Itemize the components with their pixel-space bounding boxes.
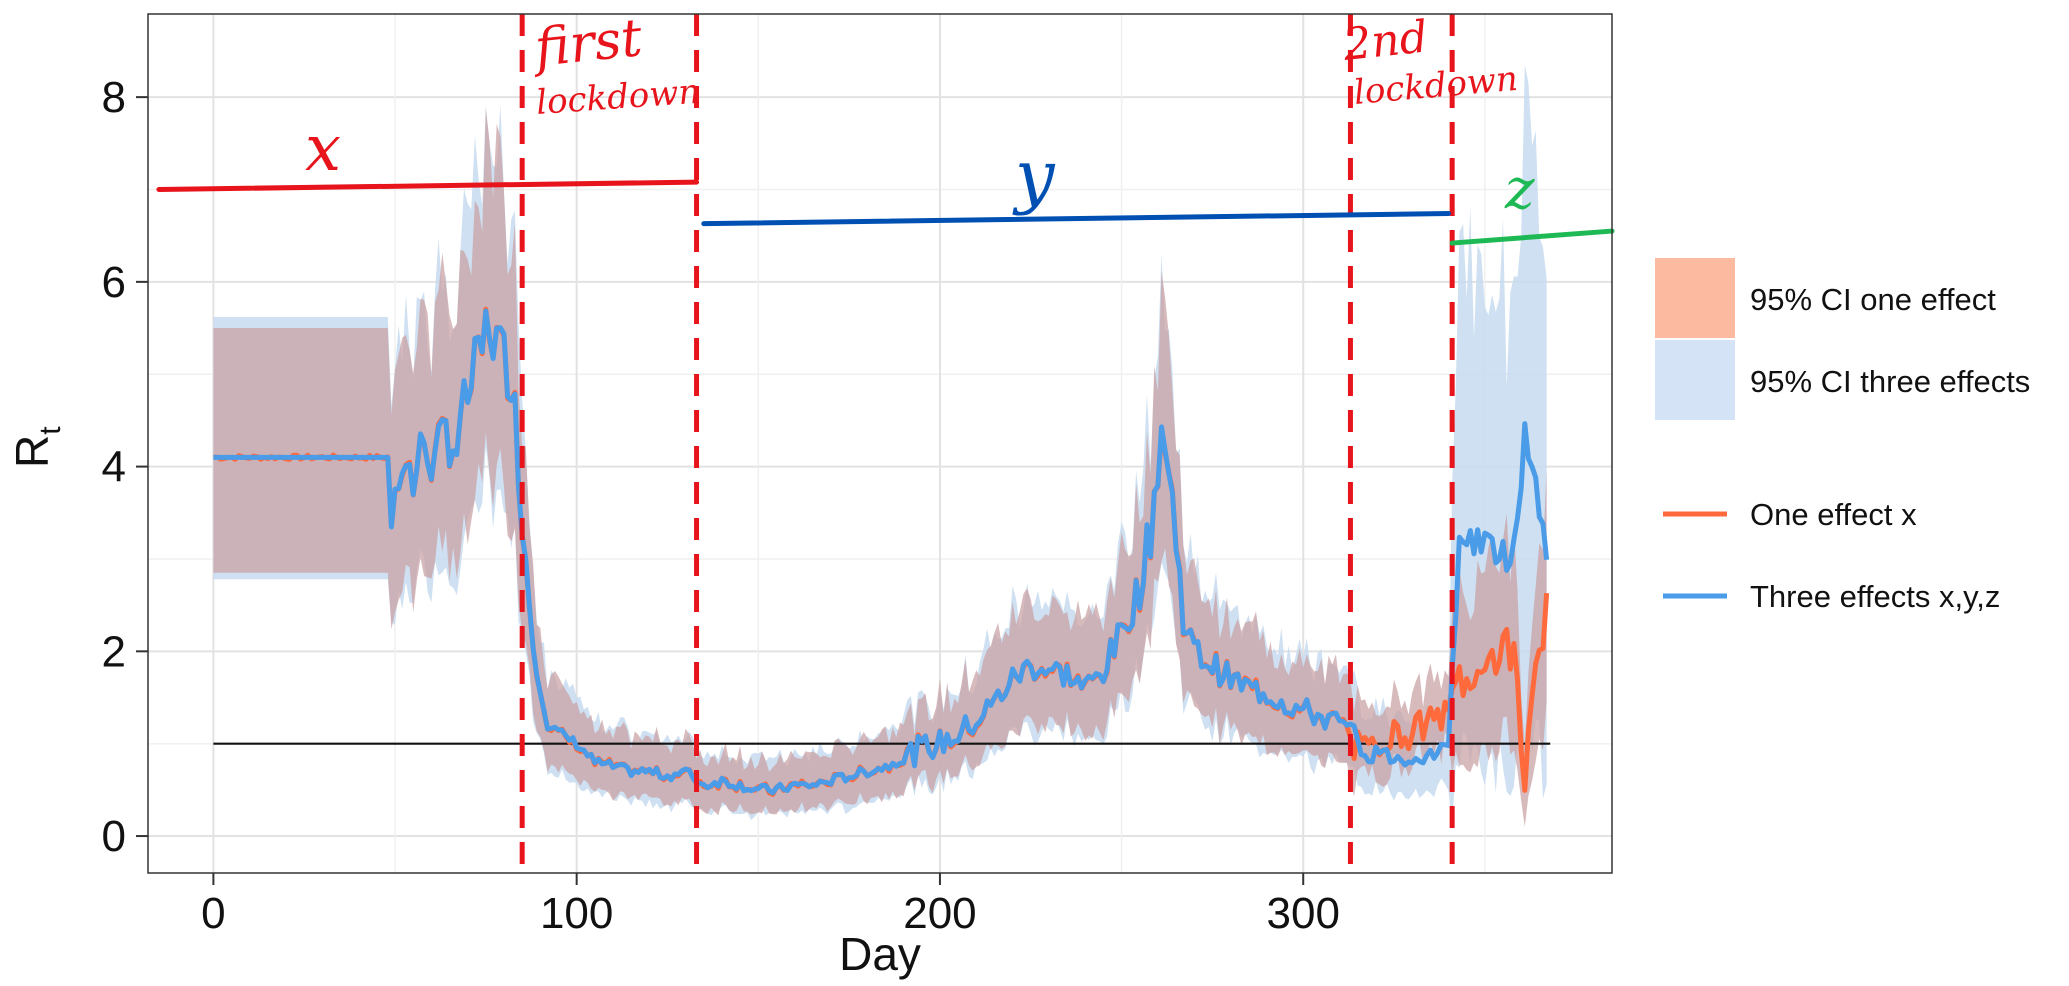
y-tick-label: 0 <box>102 812 126 861</box>
y-tick-label: 2 <box>102 627 126 676</box>
legend-label: Three effects x,y,z <box>1750 579 2000 614</box>
panel-border <box>147 13 1613 874</box>
ci-bands <box>213 65 1547 827</box>
legend-swatch-band <box>1655 258 1735 338</box>
x-tick-label: 0 <box>201 889 225 938</box>
series-lines <box>213 306 1550 797</box>
legend-label: One effect x <box>1750 497 1917 532</box>
legend-label: 95% CI three effects <box>1750 364 2030 399</box>
axes: 0 2 4 6 8 0 100 200 300 Day Rt <box>6 73 1340 980</box>
x-tick-label: 100 <box>540 889 613 938</box>
period-segment <box>1449 228 1615 246</box>
handwritten-label: z <box>1504 157 1535 222</box>
y-tick-label: 8 <box>102 73 126 122</box>
handwritten-label: first <box>528 8 645 79</box>
handwritten-label: 2nd <box>1340 11 1430 71</box>
x-axis-title: Day <box>839 928 921 980</box>
handwritten-label: x <box>305 112 341 186</box>
legend-label: 95% CI one effect <box>1750 282 1996 317</box>
x-tick-label: 300 <box>1267 889 1340 938</box>
x-tick-label: 200 <box>903 889 976 938</box>
line-three-effects-xyz <box>213 308 1550 796</box>
y-axis-title: Rt <box>6 426 67 468</box>
legend: 95% CI one effect 95% CI three effects One… <box>1655 258 2030 614</box>
y-tick-label: 6 <box>102 258 126 307</box>
handwritten-label: y <box>1012 135 1056 217</box>
ci-one-effect-band <box>213 108 1547 827</box>
y-tick-label: 4 <box>102 443 126 492</box>
period-segment <box>701 211 1452 227</box>
period-segment <box>156 179 700 192</box>
legend-swatch-band <box>1655 340 1735 420</box>
